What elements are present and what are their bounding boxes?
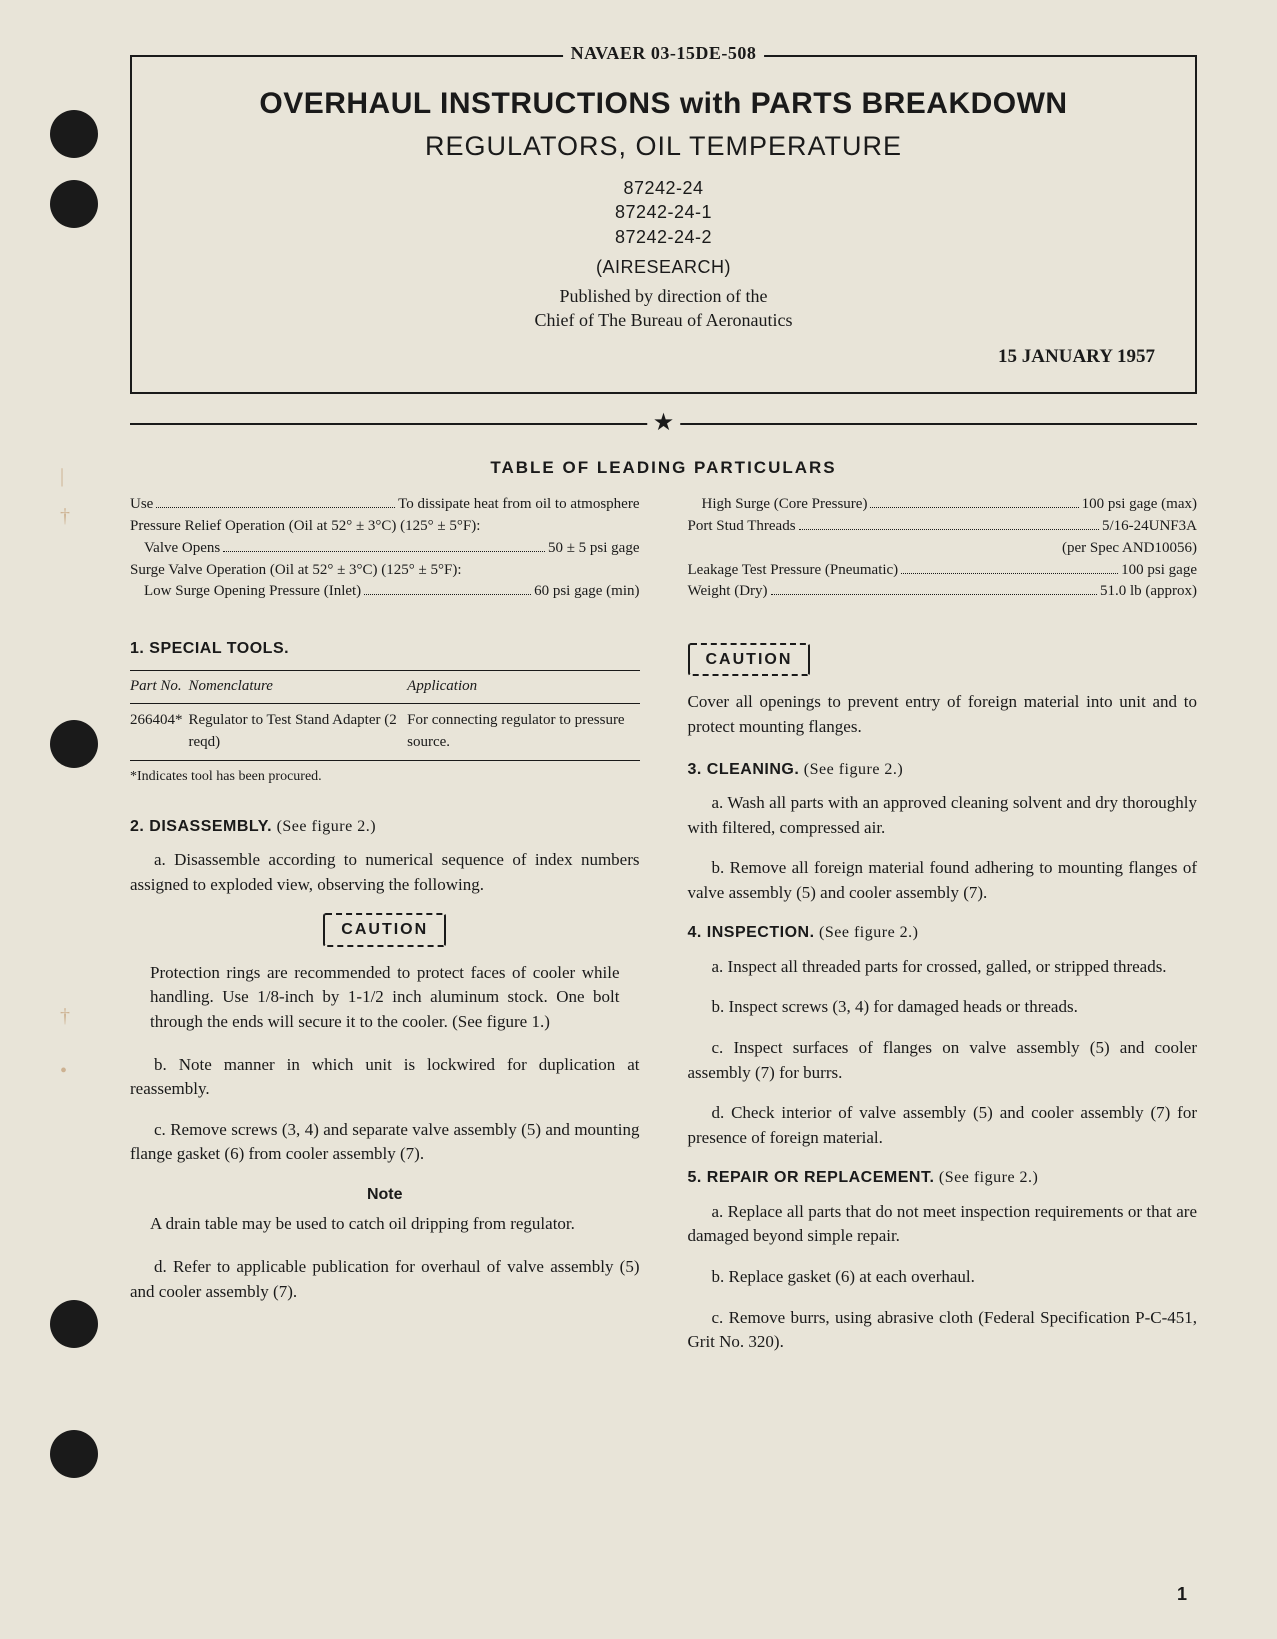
caution-2-body: Protection rings are recommended to prot…	[130, 961, 640, 1035]
section-1-title: 1. SPECIAL TOOLS.	[130, 637, 640, 660]
para-4b: b. Inspect screws (3, 4) for damaged hea…	[688, 995, 1198, 1020]
punch-hole	[50, 180, 98, 228]
para-2a: a. Disassemble according to numerical se…	[130, 848, 640, 897]
para-4c: c. Inspect surfaces of flanges on valve …	[688, 1036, 1198, 1085]
title-block: NAVAER 03-15DE-508 OVERHAUL INSTRUCTIONS…	[130, 55, 1197, 394]
particulars-row: Weight (Dry)51.0 lb (approx)	[688, 581, 1198, 603]
particulars-row: High Surge (Core Pressure)100 psi gage (…	[688, 494, 1198, 516]
special-tools-table: Part No. Nomenclature Application 266404…	[130, 670, 640, 760]
particulars-row: Valve Opens50 ± 5 psi gage	[130, 538, 640, 560]
para-2b: b. Note manner in which unit is lockwire…	[130, 1053, 640, 1102]
particulars-row: Port Stud Threads5/16-24UNF3A	[688, 516, 1198, 538]
right-column: CAUTION Cover all openings to prevent en…	[688, 637, 1198, 1371]
particulars-table: UseTo dissipate heat from oil to atmosph…	[130, 494, 1197, 603]
left-column: 1. SPECIAL TOOLS. Part No. Nomenclature …	[130, 637, 640, 1371]
page-smudge: †	[60, 1005, 70, 1028]
para-3b: b. Remove all foreign material found adh…	[688, 856, 1198, 905]
section-3-title: 3. CLEANING. (See figure 2.)	[688, 758, 1198, 781]
para-3a: a. Wash all parts with an approved clean…	[688, 791, 1198, 840]
caution-label: CAUTION	[688, 643, 811, 676]
divider-star: ★	[130, 412, 1197, 436]
para-4a: a. Inspect all threaded parts for crosse…	[688, 955, 1198, 980]
title-main: OVERHAUL INSTRUCTIONS with PARTS BREAKDO…	[172, 87, 1155, 121]
section-4-title: 4. INSPECTION. (See figure 2.)	[688, 921, 1198, 944]
para-5a: a. Replace all parts that do not meet in…	[688, 1200, 1198, 1249]
particulars-row: Surge Valve Operation (Oil at 52° ± 3°C)…	[130, 560, 640, 582]
publication-date: 15 JANUARY 1957	[172, 346, 1155, 368]
para-2d: d. Refer to applicable publication for o…	[130, 1255, 640, 1304]
note-2-body: A drain table may be used to catch oil d…	[130, 1212, 640, 1237]
particulars-row: Low Surge Opening Pressure (Inlet)60 psi…	[130, 581, 640, 603]
star-icon: ★	[647, 412, 681, 434]
punch-hole	[50, 1430, 98, 1478]
para-4d: d. Check interior of valve assembly (5) …	[688, 1101, 1198, 1150]
punch-hole	[50, 720, 98, 768]
punch-hole	[50, 1300, 98, 1348]
title-sub: REGULATORS, OIL TEMPERATURE	[172, 131, 1155, 162]
manufacturer: (AIRESEARCH)	[172, 257, 1155, 278]
page-smudge: †	[60, 505, 70, 528]
particulars-row: Pressure Relief Operation (Oil at 52° ± …	[130, 516, 640, 538]
para-5c: c. Remove burrs, using abrasive cloth (F…	[688, 1306, 1198, 1355]
section-5-title: 5. REPAIR OR REPLACEMENT. (See figure 2.…	[688, 1166, 1198, 1189]
caution-label: CAUTION	[323, 913, 446, 946]
particulars-row: (per Spec AND10056)	[688, 538, 1198, 560]
caution-right-body: Cover all openings to prevent entry of f…	[688, 690, 1198, 739]
body-columns: 1. SPECIAL TOOLS. Part No. Nomenclature …	[130, 637, 1197, 1371]
particulars-row: Leakage Test Pressure (Pneumatic)100 psi…	[688, 560, 1198, 582]
para-5b: b. Replace gasket (6) at each overhaul.	[688, 1265, 1198, 1290]
page-smudge: |	[60, 465, 64, 488]
section-2-title: 2. DISASSEMBLY. (See figure 2.)	[130, 815, 640, 838]
page-number: 1	[1177, 1584, 1187, 1605]
publisher: Published by direction of the Chief of T…	[172, 284, 1155, 333]
tools-footnote: *Indicates tool has been procured.	[130, 767, 640, 787]
particulars-title: TABLE OF LEADING PARTICULARS	[130, 458, 1197, 478]
part-numbers: 87242-24 87242-24-1 87242-24-2	[172, 176, 1155, 249]
table-row: 266404* Regulator to Test Stand Adapter …	[130, 704, 640, 761]
page-smudge: •	[60, 1060, 67, 1083]
document-number: NAVAER 03-15DE-508	[563, 43, 765, 64]
para-2c: c. Remove screws (3, 4) and separate val…	[130, 1118, 640, 1167]
note-label: Note	[130, 1183, 640, 1206]
punch-hole	[50, 110, 98, 158]
particulars-row: UseTo dissipate heat from oil to atmosph…	[130, 494, 640, 516]
